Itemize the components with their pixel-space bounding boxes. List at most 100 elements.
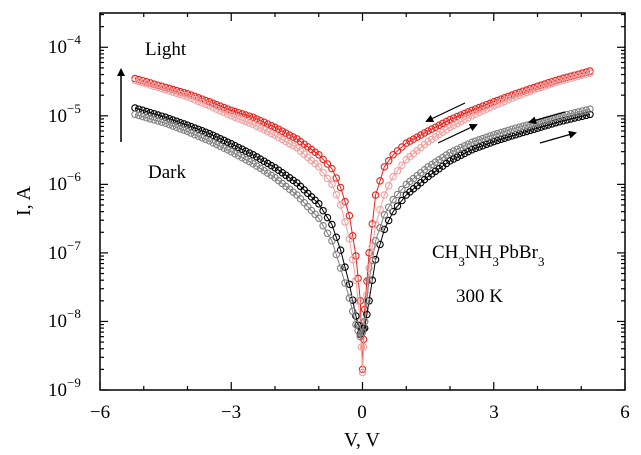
data-point (205, 137, 214, 145)
data-point (267, 161, 276, 170)
data-point (150, 116, 158, 124)
data-point (319, 222, 327, 230)
data-point (360, 317, 369, 326)
data-point (457, 151, 465, 160)
data-point (341, 279, 349, 287)
data-point (336, 246, 345, 254)
data-point (371, 237, 380, 245)
data-point (131, 110, 139, 119)
data-point (205, 102, 214, 110)
data-point (424, 163, 432, 171)
data-point (526, 87, 534, 96)
data-point (424, 127, 432, 135)
data-point (201, 135, 210, 144)
data-layer (131, 67, 594, 377)
data-point (172, 89, 181, 97)
data-point (453, 119, 462, 128)
data-point (231, 113, 239, 121)
data-point (256, 155, 265, 163)
data-point (323, 174, 332, 183)
data-point (471, 110, 480, 118)
data-point (285, 139, 294, 148)
data-point (567, 115, 575, 123)
data-point (198, 134, 206, 142)
data-point (315, 214, 323, 223)
data-point (380, 191, 389, 199)
data-point (315, 200, 323, 208)
data-point (332, 190, 341, 199)
data-point (223, 110, 232, 118)
data-point (389, 195, 397, 204)
data-point (363, 297, 371, 305)
y-axis-title: I, A (13, 185, 35, 216)
sweep-arrow-icon (539, 130, 577, 144)
data-point (393, 202, 402, 210)
data-point (263, 120, 272, 128)
data-point (263, 159, 272, 168)
data-point (555, 77, 564, 85)
data-point (183, 92, 192, 101)
data-point (323, 213, 332, 222)
data-point (304, 202, 312, 211)
data-point (209, 131, 217, 140)
data-point (169, 88, 177, 96)
data-point (457, 117, 465, 126)
data-point (263, 127, 272, 136)
y-tick-label: 10−6 (48, 169, 81, 195)
data-point (135, 111, 143, 120)
data-point (231, 107, 239, 116)
data-point (212, 140, 221, 149)
data-point (578, 71, 587, 79)
data-point (198, 127, 206, 135)
data-point (359, 343, 368, 351)
data-point (260, 126, 268, 134)
data-point (336, 183, 345, 192)
data-point (363, 310, 371, 319)
data-point (158, 84, 166, 93)
data-point (332, 174, 341, 182)
data-point (442, 117, 451, 126)
y-tick-label: 10−8 (48, 306, 81, 332)
data-point (319, 168, 327, 177)
data-point (475, 136, 483, 144)
data-point (420, 129, 429, 137)
data-point (551, 78, 560, 87)
data-point (504, 95, 513, 104)
data-point (282, 171, 290, 180)
data-point (135, 77, 143, 86)
y-tick-exponent: −5 (67, 101, 81, 116)
data-point (567, 109, 575, 118)
data-point (220, 108, 228, 117)
data-point (209, 138, 217, 147)
data-point (582, 106, 590, 114)
data-point (479, 107, 487, 115)
data-point (328, 180, 336, 189)
data-point (315, 151, 323, 159)
y-tick-label: 10−7 (48, 238, 81, 264)
data-point (223, 138, 232, 146)
data-point (165, 87, 174, 95)
data-point (150, 82, 158, 90)
data-point (567, 74, 575, 82)
data-point (428, 125, 436, 133)
data-point (389, 151, 397, 159)
data-point (482, 140, 491, 149)
data-point (345, 235, 354, 243)
data-point (563, 116, 571, 124)
data-point (544, 81, 553, 89)
sweep-arrow-icon (528, 111, 566, 125)
data-point (376, 224, 384, 232)
data-point (249, 113, 257, 122)
data-point (511, 92, 520, 101)
data-point (289, 142, 297, 150)
data-point (522, 86, 531, 94)
data-point (176, 125, 184, 133)
light-label: Light (145, 39, 187, 60)
data-point (586, 105, 594, 113)
data-point (578, 107, 587, 115)
data-point (393, 190, 402, 199)
sweep-arrow-icon (437, 123, 478, 144)
data-point (227, 112, 236, 120)
data-point (446, 157, 454, 165)
data-point (198, 99, 206, 107)
